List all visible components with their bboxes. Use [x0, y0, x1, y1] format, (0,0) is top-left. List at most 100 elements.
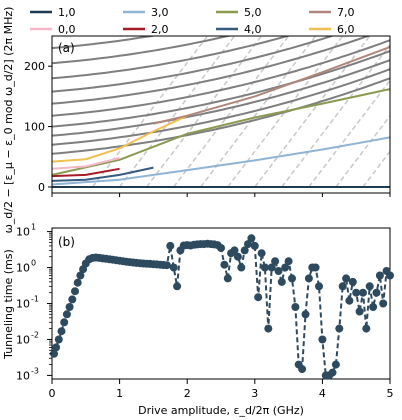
data-point [386, 271, 394, 280]
gray-level-curve [52, 59, 390, 137]
data-point [315, 282, 323, 291]
y-tick-exponent: -1 [31, 295, 39, 304]
y-tick-label: 10 [16, 298, 30, 311]
data-point [311, 263, 320, 272]
data-point [250, 241, 259, 250]
data-point [267, 263, 276, 272]
data-point [223, 274, 232, 283]
series-line-7-0 [153, 45, 390, 125]
data-points [50, 234, 394, 380]
data-point [362, 324, 371, 333]
data-point [240, 246, 249, 255]
gray-dashed-line [308, 79, 390, 188]
gray-level-curve [52, 36, 291, 80]
data-point [338, 282, 347, 291]
gray-level-curve [52, 68, 390, 146]
panel-a-y-axis: 0 100 200 [24, 60, 391, 197]
x-tick-label: 0 [49, 387, 56, 400]
data-point [230, 246, 239, 255]
gray-level-curve [52, 0, 390, 3]
data-point [264, 324, 273, 333]
data-point [166, 241, 175, 250]
data-point [348, 277, 357, 286]
legend: 1,0 3,0 5,0 7,0 0,0 2,0 4,0 6,0 [30, 6, 355, 36]
data-point [379, 299, 388, 308]
y-tick-label: 10 [16, 369, 30, 382]
data-point [284, 257, 293, 266]
data-point [62, 310, 71, 319]
legend-entry: 1,0 [58, 6, 76, 19]
series-line-2-0 [52, 167, 120, 178]
x-tick-label: 5 [387, 387, 394, 400]
data-point [173, 282, 182, 291]
gray-level-curve [52, 77, 390, 155]
data-point [271, 257, 280, 266]
gray-level-curve [52, 36, 157, 50]
data-point [68, 295, 77, 304]
y-tick-exponent: -3 [31, 366, 39, 375]
data-point [345, 296, 354, 305]
panel-b-label: (b) [58, 235, 75, 249]
gray-level-curve [52, 50, 390, 128]
legend-entry: 3,0 [151, 6, 169, 19]
data-point [247, 234, 256, 243]
data-point [369, 303, 378, 311]
y-tick-label: 10 [16, 262, 30, 275]
data-point [365, 282, 374, 291]
data-point [331, 360, 340, 369]
data-point [304, 274, 313, 283]
x-tick-label: 1 [116, 387, 123, 400]
data-point [291, 303, 300, 311]
data-point [277, 277, 286, 286]
data-point [288, 274, 296, 283]
data-point [52, 343, 61, 352]
y-tick-label: 100 [24, 121, 45, 134]
data-point [244, 240, 252, 249]
series-line-0-0 [52, 157, 120, 170]
panel-a-frame [51, 35, 391, 194]
data-point [355, 307, 364, 316]
data-point [169, 263, 178, 272]
panel-b-x-axis: 0 1 2 3 4 5 [49, 379, 394, 400]
y-tick-exponent: -2 [31, 330, 39, 339]
data-point [318, 335, 327, 344]
legend-entry: 6,0 [337, 23, 355, 36]
data-point [54, 335, 63, 344]
data-point [352, 288, 361, 297]
data-point [50, 349, 58, 358]
gray-level-curve [52, 36, 372, 105]
y-tick-label: 200 [24, 60, 45, 73]
data-point [298, 365, 307, 374]
data-point [335, 324, 344, 333]
data-point [328, 368, 337, 377]
x-tick-label: 4 [319, 387, 326, 400]
gray-background-curves [52, 0, 390, 188]
data-point [233, 252, 242, 261]
data-point [57, 327, 66, 336]
data-point [71, 287, 79, 296]
data-point [254, 293, 263, 302]
y-tick-exponent: 0 [31, 259, 36, 268]
data-point [281, 263, 290, 272]
series-line-4-0 [52, 166, 154, 182]
data-point [76, 271, 85, 280]
data-point [220, 260, 229, 269]
data-point [217, 244, 225, 252]
panel-a: (a) 0 100 200 ω_d/2 − [ε_μ − ε_0 mod ω_d/2… [2, 0, 391, 233]
data-point [257, 249, 266, 258]
data-point [301, 310, 310, 319]
panel-a-label: (a) [58, 41, 75, 55]
legend-entry: 2,0 [151, 23, 169, 36]
data-point [375, 271, 384, 280]
data-point [237, 263, 246, 272]
y-tick-exponent: 1 [31, 223, 36, 232]
legend-entry: 0,0 [58, 23, 76, 36]
y-tick-label: 0 [38, 181, 45, 194]
series-lines [52, 45, 390, 188]
data-point [342, 274, 351, 283]
data-point [162, 261, 171, 270]
data-point [274, 267, 283, 275]
